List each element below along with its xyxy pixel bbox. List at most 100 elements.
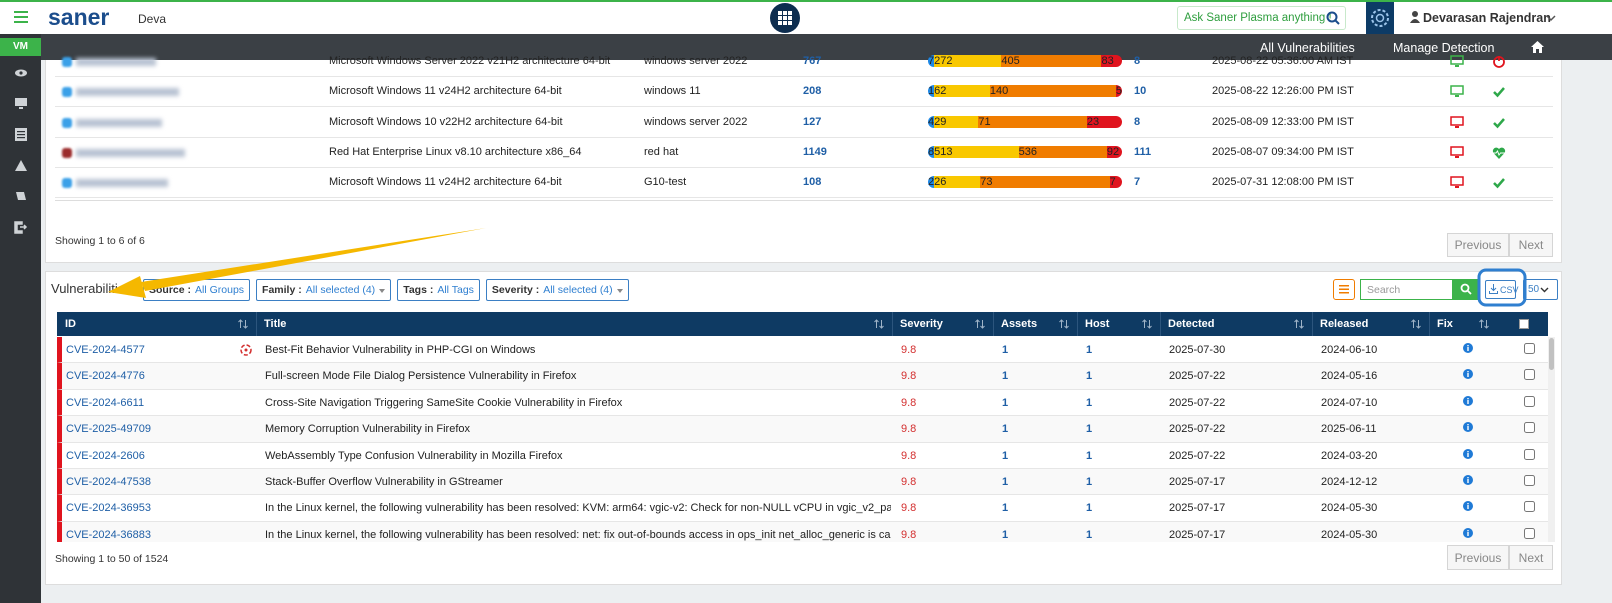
sort-icon[interactable] <box>1059 319 1069 332</box>
fix-info-icon[interactable] <box>1463 527 1473 541</box>
fix-info-icon[interactable] <box>1463 501 1473 514</box>
action-icon[interactable] <box>1492 116 1506 133</box>
action-icon[interactable] <box>1492 85 1506 102</box>
severity-segment[interactable]: 5 <box>1115 85 1122 98</box>
severity-segment[interactable]: 8 <box>928 145 935 158</box>
severity-segment[interactable]: 513 <box>934 145 1019 158</box>
previous-button[interactable]: Previous <box>1447 233 1509 257</box>
fix-info-icon[interactable] <box>1463 395 1473 409</box>
host-count[interactable]: 1 <box>1086 502 1093 515</box>
sort-icon[interactable] <box>975 319 985 332</box>
row-checkbox[interactable] <box>1524 448 1535 463</box>
cve-link[interactable]: CVE-2024-6611 <box>66 396 145 409</box>
settings-icon[interactable] <box>1369 7 1391 29</box>
sort-icon[interactable] <box>238 319 248 332</box>
column-header[interactable]: Title <box>264 318 287 330</box>
search-icon[interactable] <box>1326 11 1340 25</box>
assets-count[interactable]: 1 <box>1002 396 1009 409</box>
next-button[interactable]: Next <box>1509 545 1553 570</box>
assets-count[interactable]: 1 <box>1002 423 1009 436</box>
sort-icon[interactable] <box>1142 319 1152 332</box>
sort-icon[interactable] <box>1411 319 1421 332</box>
host-count[interactable]: 1 <box>1086 344 1093 356</box>
row-checkbox[interactable] <box>1524 395 1535 410</box>
action-icon[interactable] <box>1492 146 1506 163</box>
column-header[interactable]: Assets <box>1001 318 1038 330</box>
search-icon[interactable] <box>1460 283 1472 295</box>
ask-text[interactable]: Ask Saner Plasma anything ! <box>1184 12 1332 24</box>
severity-segment[interactable]: 83 <box>1101 55 1122 67</box>
cve-link[interactable]: CVE-2025-49709 <box>66 423 152 436</box>
fix-info-icon[interactable] <box>1463 475 1473 488</box>
ask-box[interactable] <box>1177 6 1346 30</box>
vuln-count[interactable]: 1149 <box>803 145 827 158</box>
fix-info-icon[interactable] <box>1463 369 1473 382</box>
severity-segment[interactable]: 2 <box>928 176 935 189</box>
vuln-count[interactable]: 767 <box>803 55 822 67</box>
chevron[interactable] <box>1546 15 1556 22</box>
severity-segment[interactable]: 272 <box>934 55 1002 67</box>
sort-icon[interactable] <box>1479 319 1489 332</box>
cve-link[interactable]: CVE-2024-4577 <box>66 344 145 356</box>
vuln-count[interactable]: 108 <box>803 176 822 189</box>
severity-segment[interactable]: 1 <box>928 85 935 98</box>
menu-icon[interactable] <box>14 11 28 23</box>
cve-link[interactable]: CVE-2024-36953 <box>66 502 152 515</box>
filter-dropdown[interactable]: Source : All Groups <box>143 279 251 301</box>
scrollbar[interactable] <box>1548 337 1555 542</box>
severity-segment[interactable]: 73 <box>980 176 1110 189</box>
row-checkbox[interactable] <box>1524 475 1535 489</box>
severity-segment[interactable]: 405 <box>1001 55 1102 67</box>
column-header[interactable]: Detected <box>1168 318 1215 330</box>
action-icon[interactable] <box>1492 55 1506 72</box>
row-checkbox[interactable] <box>1524 422 1535 436</box>
fix-info-icon[interactable] <box>1463 422 1473 435</box>
host-count[interactable]: 1 <box>1086 396 1093 409</box>
filter-dropdown[interactable]: Severity : All selected (4) <box>485 279 629 301</box>
cve-link[interactable]: CVE-2024-47538 <box>66 476 152 488</box>
nav-link[interactable]: Manage Detection <box>1393 41 1495 55</box>
severity-segment[interactable]: 7 <box>928 55 935 67</box>
row-checkbox[interactable] <box>1524 369 1535 383</box>
severity-segment[interactable]: 140 <box>989 85 1116 98</box>
nav-link[interactable]: All Vulnerabilities <box>1260 41 1355 55</box>
list-icon[interactable] <box>1339 285 1349 294</box>
assets-count[interactable]: 1 <box>1002 528 1009 541</box>
select-all-checkbox[interactable] <box>1519 319 1529 332</box>
assets-count[interactable]: 1 <box>1002 344 1009 356</box>
assets-count[interactable]: 1 <box>1002 449 1009 462</box>
fix-info-icon[interactable] <box>1463 343 1473 356</box>
severity-segment[interactable]: 26 <box>934 176 981 189</box>
assets-count[interactable]: 1 <box>1002 370 1009 383</box>
fix-info-icon[interactable] <box>1463 448 1473 462</box>
brand[interactable]: saner <box>48 4 110 30</box>
chevron[interactable] <box>1540 287 1549 293</box>
settings-button[interactable] <box>1366 2 1394 34</box>
vuln-count[interactable]: 127 <box>803 115 822 128</box>
filter-dropdown[interactable]: Family : All selected (4) <box>256 279 392 301</box>
host-count[interactable]: 1 <box>1086 449 1093 462</box>
column-header[interactable]: Fix <box>1437 318 1453 330</box>
cve-link[interactable]: CVE-2024-2606 <box>66 449 145 462</box>
host-count[interactable]: 1 <box>1086 528 1093 541</box>
severity-segment[interactable]: 536 <box>1018 145 1107 158</box>
severity-segment[interactable]: 92 <box>1106 145 1122 158</box>
next-button[interactable]: Next <box>1509 233 1553 257</box>
scroll-thumb[interactable] <box>1549 338 1554 370</box>
user-name[interactable]: Devarasan Rajendran <box>1423 11 1551 25</box>
columns-button[interactable] <box>1333 279 1355 300</box>
cve-link[interactable]: CVE-2024-4776 <box>66 370 145 383</box>
severity-segment[interactable]: 4 <box>928 115 935 128</box>
column-header[interactable]: Released <box>1320 318 1369 330</box>
module-tab[interactable]: VM <box>0 38 41 56</box>
sort-icon[interactable] <box>874 319 884 332</box>
host-count[interactable]: 1 <box>1086 423 1093 436</box>
severity-segment[interactable]: 7 <box>1109 176 1122 189</box>
column-header[interactable]: Host <box>1085 318 1110 330</box>
row-checkbox[interactable] <box>1524 527 1535 542</box>
apps-icon[interactable] <box>769 2 801 34</box>
severity-segment[interactable]: 62 <box>934 85 990 98</box>
host-count[interactable]: 1 <box>1086 370 1093 383</box>
severity-segment[interactable]: 71 <box>978 115 1087 128</box>
sort-icon[interactable] <box>1294 319 1304 332</box>
